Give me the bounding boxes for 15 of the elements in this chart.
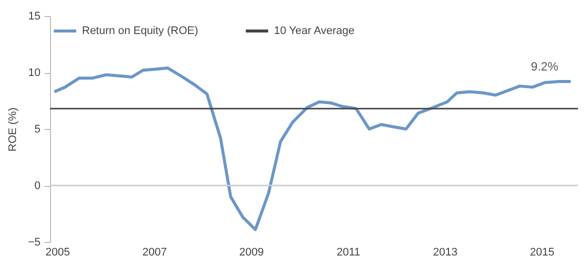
- x-tick-label: 2011: [336, 246, 360, 258]
- x-tick-label: 2015: [530, 246, 554, 258]
- x-tick-label: 2009: [239, 246, 264, 258]
- y-tick-label: 15: [28, 10, 40, 22]
- legend-label: 10 Year Average: [274, 25, 355, 37]
- x-tick-label: 2005: [46, 246, 70, 258]
- y-axis-title: ROE (%): [6, 108, 19, 152]
- legend-label: Return on Equity (ROE): [82, 25, 198, 37]
- y-tick-label: −5: [28, 236, 40, 248]
- y-tick-label: 0: [34, 180, 40, 192]
- annotation: 9.2%: [530, 60, 559, 74]
- y-tick-label: 10: [28, 67, 40, 79]
- y-tick-label: 5: [34, 124, 40, 136]
- x-tick-label: 2007: [142, 246, 167, 258]
- x-tick-label: 2013: [433, 246, 458, 258]
